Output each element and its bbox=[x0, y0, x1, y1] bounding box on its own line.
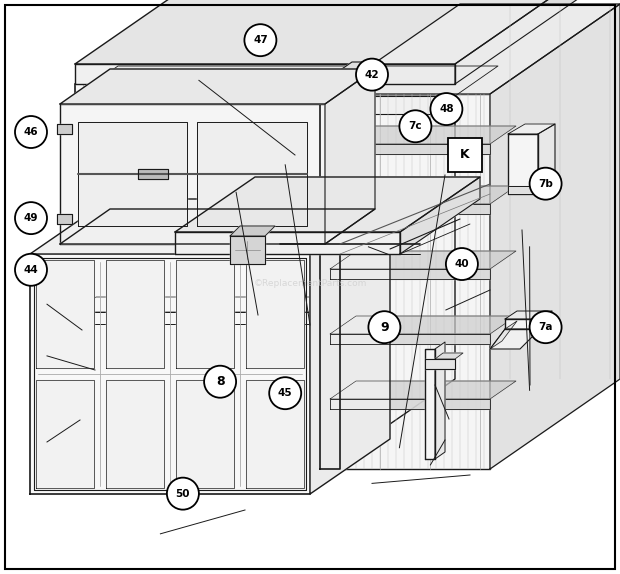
Polygon shape bbox=[197, 122, 307, 226]
Polygon shape bbox=[330, 269, 490, 279]
Text: 46: 46 bbox=[24, 127, 38, 137]
Text: K: K bbox=[460, 149, 470, 161]
Circle shape bbox=[356, 59, 388, 91]
Text: 45: 45 bbox=[278, 388, 293, 398]
Text: 47: 47 bbox=[253, 35, 268, 45]
Polygon shape bbox=[246, 380, 304, 488]
Polygon shape bbox=[75, 64, 455, 84]
Polygon shape bbox=[330, 126, 516, 144]
Polygon shape bbox=[540, 311, 552, 329]
Polygon shape bbox=[508, 186, 538, 194]
Polygon shape bbox=[325, 0, 455, 469]
Polygon shape bbox=[75, 152, 325, 164]
Circle shape bbox=[529, 311, 562, 343]
Text: 50: 50 bbox=[175, 488, 190, 499]
Polygon shape bbox=[435, 353, 463, 359]
Polygon shape bbox=[75, 66, 498, 96]
Polygon shape bbox=[246, 260, 304, 368]
Text: ©ReplacementParts.com: ©ReplacementParts.com bbox=[254, 280, 366, 289]
Circle shape bbox=[15, 254, 47, 286]
Text: 49: 49 bbox=[24, 213, 38, 223]
Polygon shape bbox=[330, 94, 490, 469]
Polygon shape bbox=[455, 0, 585, 84]
Polygon shape bbox=[490, 321, 517, 349]
Polygon shape bbox=[330, 204, 490, 214]
Polygon shape bbox=[175, 232, 400, 254]
Polygon shape bbox=[435, 342, 445, 459]
Polygon shape bbox=[75, 0, 455, 84]
Circle shape bbox=[244, 24, 277, 56]
Polygon shape bbox=[60, 104, 325, 244]
Text: 9: 9 bbox=[380, 321, 389, 333]
Polygon shape bbox=[538, 124, 555, 194]
Polygon shape bbox=[330, 251, 516, 269]
Polygon shape bbox=[505, 319, 540, 329]
Polygon shape bbox=[538, 176, 555, 194]
Polygon shape bbox=[60, 209, 375, 244]
Polygon shape bbox=[320, 84, 340, 469]
Polygon shape bbox=[75, 84, 325, 469]
Polygon shape bbox=[508, 134, 538, 194]
Text: 40: 40 bbox=[454, 259, 469, 269]
Polygon shape bbox=[310, 199, 390, 494]
Polygon shape bbox=[230, 226, 275, 236]
Polygon shape bbox=[330, 381, 516, 399]
Text: 42: 42 bbox=[365, 69, 379, 80]
Polygon shape bbox=[57, 214, 72, 224]
Text: 44: 44 bbox=[24, 265, 38, 275]
Circle shape bbox=[529, 168, 562, 200]
Polygon shape bbox=[75, 0, 585, 64]
Circle shape bbox=[368, 311, 401, 343]
Polygon shape bbox=[508, 124, 555, 134]
Polygon shape bbox=[320, 62, 372, 84]
Polygon shape bbox=[176, 380, 234, 488]
Circle shape bbox=[167, 478, 199, 510]
Polygon shape bbox=[75, 312, 325, 324]
Polygon shape bbox=[330, 4, 620, 94]
Circle shape bbox=[15, 202, 47, 234]
Polygon shape bbox=[138, 169, 168, 179]
Polygon shape bbox=[30, 199, 390, 254]
Polygon shape bbox=[36, 260, 94, 368]
Polygon shape bbox=[325, 69, 375, 244]
Polygon shape bbox=[75, 137, 346, 152]
Polygon shape bbox=[175, 177, 480, 232]
Polygon shape bbox=[505, 311, 552, 319]
Polygon shape bbox=[400, 177, 480, 254]
Polygon shape bbox=[30, 254, 310, 494]
Polygon shape bbox=[330, 316, 516, 334]
Circle shape bbox=[430, 93, 463, 125]
Polygon shape bbox=[230, 236, 265, 264]
Polygon shape bbox=[330, 144, 490, 154]
Polygon shape bbox=[330, 399, 490, 409]
Polygon shape bbox=[490, 329, 540, 349]
Polygon shape bbox=[330, 186, 516, 204]
Polygon shape bbox=[176, 260, 234, 368]
Polygon shape bbox=[36, 380, 94, 488]
Circle shape bbox=[446, 248, 478, 280]
Polygon shape bbox=[75, 217, 346, 232]
Polygon shape bbox=[60, 69, 375, 104]
Circle shape bbox=[204, 366, 236, 398]
Polygon shape bbox=[330, 334, 490, 344]
Text: 8: 8 bbox=[216, 375, 224, 388]
Polygon shape bbox=[425, 349, 435, 459]
Text: 7c: 7c bbox=[409, 121, 422, 131]
Polygon shape bbox=[75, 96, 455, 114]
Polygon shape bbox=[75, 297, 346, 312]
Polygon shape bbox=[78, 122, 187, 226]
Polygon shape bbox=[75, 232, 325, 244]
Polygon shape bbox=[106, 260, 164, 368]
Polygon shape bbox=[57, 124, 72, 134]
Polygon shape bbox=[425, 359, 455, 369]
Circle shape bbox=[399, 110, 432, 142]
FancyBboxPatch shape bbox=[448, 138, 482, 172]
Text: 7a: 7a bbox=[538, 322, 553, 332]
Circle shape bbox=[15, 116, 47, 148]
Polygon shape bbox=[490, 4, 620, 469]
Text: 7b: 7b bbox=[538, 179, 553, 189]
Text: 48: 48 bbox=[439, 104, 454, 114]
Polygon shape bbox=[106, 380, 164, 488]
Circle shape bbox=[269, 377, 301, 409]
